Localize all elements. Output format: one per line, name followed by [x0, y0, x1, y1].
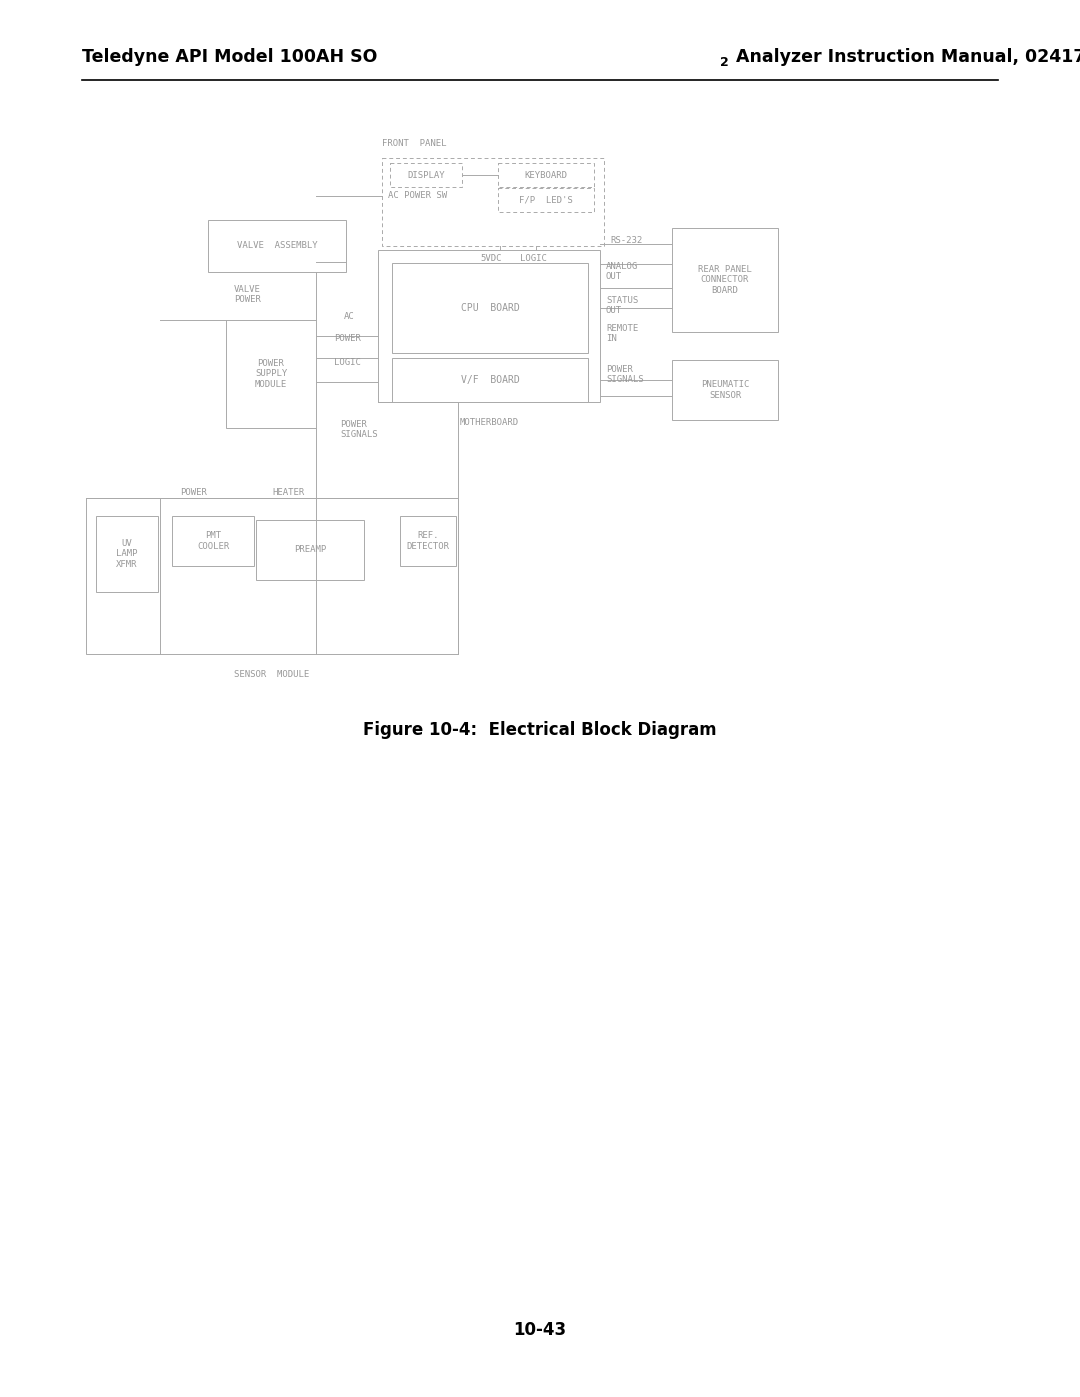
Text: AC: AC [345, 312, 354, 321]
Text: POWER: POWER [180, 488, 207, 497]
Bar [382, 158, 604, 246]
Text: POWER: POWER [334, 334, 361, 344]
Text: REMOTE
IN: REMOTE IN [606, 324, 638, 344]
Bar [400, 515, 456, 566]
Text: V/F  BOARD: V/F BOARD [461, 374, 519, 386]
Bar [392, 358, 588, 402]
Bar [96, 515, 158, 592]
Text: KEYBOARD: KEYBOARD [525, 170, 567, 179]
Text: POWER
SIGNALS: POWER SIGNALS [606, 365, 644, 384]
Text: ANALOG
OUT: ANALOG OUT [606, 263, 638, 281]
Text: MOTHERBOARD: MOTHERBOARD [459, 418, 518, 427]
Text: PREAMP: PREAMP [294, 545, 326, 555]
Text: 10-43: 10-43 [513, 1322, 567, 1338]
Bar [378, 250, 600, 402]
Text: VALVE  ASSEMBLY: VALVE ASSEMBLY [237, 242, 318, 250]
Text: F/P  LED'S: F/P LED'S [519, 196, 572, 204]
Text: 2: 2 [720, 56, 729, 68]
Text: STATUS
OUT: STATUS OUT [606, 296, 638, 316]
Text: PNEUMATIC
SENSOR: PNEUMATIC SENSOR [701, 380, 750, 400]
Bar [256, 520, 364, 580]
Text: Analyzer Instruction Manual, 02417, Rev. D: Analyzer Instruction Manual, 02417, Rev.… [730, 47, 1080, 66]
Text: POWER
SUPPLY
MODULE: POWER SUPPLY MODULE [255, 359, 287, 388]
Bar [172, 515, 254, 566]
Bar [498, 189, 594, 212]
Text: HEATER: HEATER [272, 488, 305, 497]
Text: VALVE
POWER: VALVE POWER [234, 285, 261, 305]
Text: RS-232: RS-232 [610, 236, 643, 244]
Text: SENSOR  MODULE: SENSOR MODULE [234, 671, 310, 679]
Text: POWER
SIGNALS: POWER SIGNALS [340, 420, 378, 440]
Bar [208, 219, 346, 272]
Bar [672, 228, 778, 332]
Text: REF.
DETECTOR: REF. DETECTOR [406, 531, 449, 550]
Bar [86, 497, 458, 654]
Text: LOGIC: LOGIC [334, 358, 361, 367]
Text: PMT
COOLER: PMT COOLER [197, 531, 229, 550]
Bar [390, 163, 462, 187]
Bar [392, 263, 588, 353]
Bar [226, 320, 316, 427]
Text: UV
LAMP
XFMR: UV LAMP XFMR [117, 539, 138, 569]
Text: 5VDC: 5VDC [480, 254, 501, 263]
Bar [672, 360, 778, 420]
Bar [498, 163, 594, 187]
Text: CPU  BOARD: CPU BOARD [461, 303, 519, 313]
Text: REAR PANEL
CONNECTOR
BOARD: REAR PANEL CONNECTOR BOARD [698, 265, 752, 295]
Text: Figure 10-4:  Electrical Block Diagram: Figure 10-4: Electrical Block Diagram [363, 721, 717, 739]
Text: LOGIC: LOGIC [519, 254, 546, 263]
Text: DISPLAY: DISPLAY [407, 170, 445, 179]
Text: AC POWER SW: AC POWER SW [388, 191, 447, 201]
Text: Teledyne API Model 100AH SO: Teledyne API Model 100AH SO [82, 47, 377, 66]
Text: FRONT  PANEL: FRONT PANEL [382, 138, 446, 148]
